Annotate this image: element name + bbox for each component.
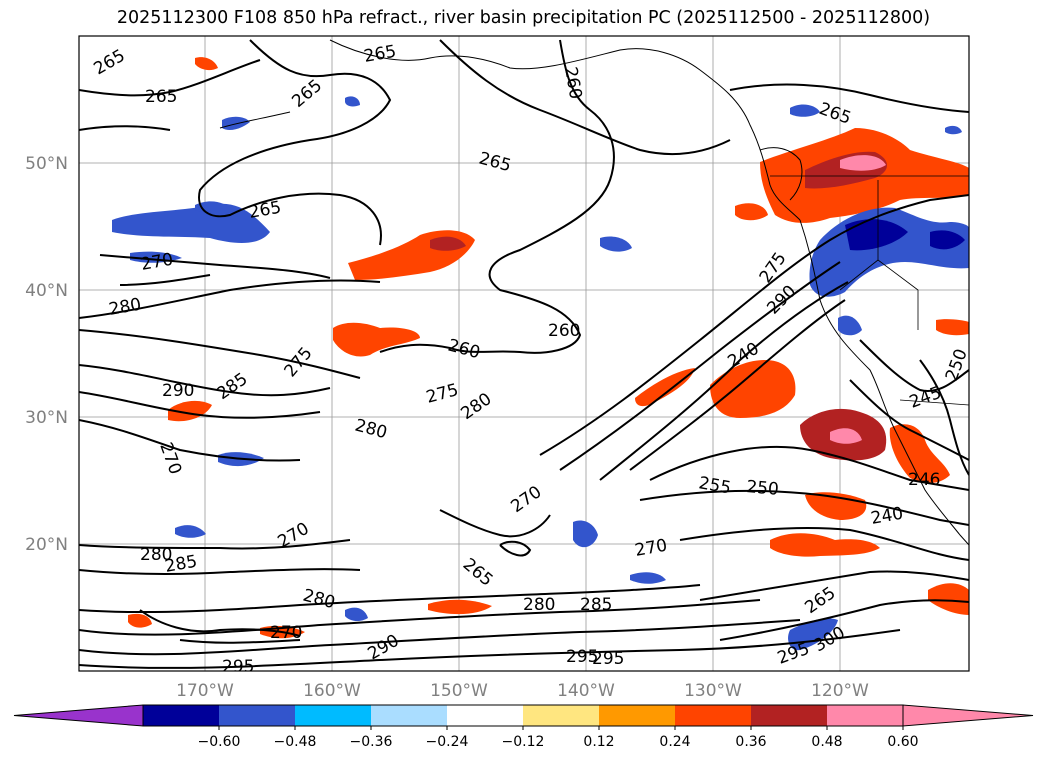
contour-label: 285 [580, 595, 612, 615]
lon-label-120w: 120°W [811, 681, 869, 701]
colorbar-box [219, 705, 296, 726]
lat-label-50n: 50°N [25, 154, 68, 174]
lat-label-40n: 40°N [25, 281, 68, 301]
contour-label: 265 [145, 87, 177, 107]
precipitation-shading [112, 57, 969, 651]
contour-label: 295 [592, 649, 624, 669]
map-title: 2025112300 F108 850 hPa refract., river … [116, 8, 931, 28]
borders [770, 175, 969, 406]
latitude-labels: 50°N 40°N 30°N 20°N [25, 154, 68, 555]
coastline [219, 39, 969, 546]
colorbar-tick-label: 0.12 [583, 734, 614, 750]
colorbar-tick-label: −0.36 [350, 734, 393, 750]
colorbar-tick-label: 0.24 [659, 734, 690, 750]
colorbar-box [599, 705, 676, 726]
lon-label-160w: 160°W [303, 681, 361, 701]
colorbar-tick-label: 0.60 [887, 734, 918, 750]
contour-label: 295 [222, 657, 254, 677]
lat-label-30n: 30°N [25, 408, 68, 428]
contour-label: 290 [162, 381, 194, 401]
colorbar-tick-label: −0.24 [426, 734, 469, 750]
contour-label: 246 [908, 470, 940, 490]
longitude-labels: 170°W 160°W 150°W 140°W 130°W 120°W [176, 681, 869, 701]
contour-label: 250 [746, 477, 780, 500]
colorbar-box [523, 705, 600, 726]
colorbar-tick-label: −0.48 [274, 734, 317, 750]
colorbar: −0.60 −0.48 −0.36 −0.24 −0.12 0.12 0.24 0.36 0.4… [13, 704, 1034, 750]
contour-label: 280 [523, 595, 555, 615]
contour-label: 295 [566, 647, 598, 667]
contour-label: 280 [140, 545, 172, 565]
lon-label-170w: 170°W [176, 681, 234, 701]
colorbar-box [827, 705, 904, 726]
contour-label: 270 [270, 623, 302, 643]
colorbar-box [295, 705, 372, 726]
colorbar-tick-label: −0.12 [502, 734, 545, 750]
colorbar-box [143, 705, 220, 726]
map-frame [78, 35, 970, 672]
refractivity-contours [79, 39, 969, 669]
colorbar-box [371, 705, 448, 726]
colorbar-box [447, 705, 524, 726]
colorbar-tick-label: −0.60 [198, 734, 241, 750]
colorbar-tick-label: 0.48 [811, 734, 842, 750]
colorbar-extend-right [902, 704, 1034, 727]
colorbar-tick-label: 0.36 [735, 734, 766, 750]
colorbar-extend-left [13, 704, 144, 727]
map-area [79, 36, 969, 671]
lat-label-20n: 20°N [25, 535, 68, 555]
lon-label-140w: 140°W [557, 681, 615, 701]
contour-label: 260 [548, 321, 580, 341]
colorbar-box [675, 705, 752, 726]
colorbar-box [751, 705, 828, 726]
lon-label-150w: 150°W [430, 681, 488, 701]
lon-label-130w: 130°W [684, 681, 742, 701]
